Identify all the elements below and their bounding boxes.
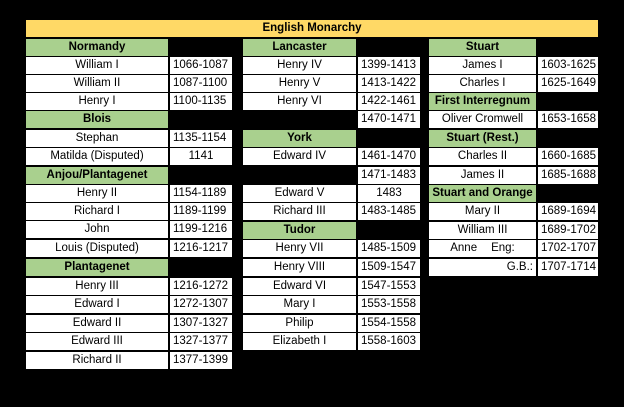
monarch-name: Edward I [26,296,168,313]
monarch-name: Edward IV [243,148,356,165]
reign-years: 1660-1685 [538,148,598,165]
reign-years: 1553-1558 [358,296,420,313]
reign-years: 1199-1216 [170,221,232,238]
reign-years: 1603-1625 [538,57,598,74]
reign-years: 1685-1688 [538,167,598,184]
monarch-name: Charles II [429,148,536,165]
reign-years: 1216-1217 [170,240,232,257]
reign-years: 1707-1714 [538,259,598,276]
reign-years: 1471-1483 [358,167,420,184]
monarch-name: Henry VI [243,93,356,110]
monarch-name: William II [26,75,168,92]
monarch-name: William I [26,57,168,74]
monarch-name: Charles I [429,75,536,92]
monarch-name: Henry II [26,185,168,202]
monarch-name: Henry I [26,93,168,110]
anne-name-cell: Anne Eng: [429,240,536,257]
monarch-name: James I [429,57,536,74]
monarch-name: Edward III [26,333,168,350]
reign-years: 1625-1649 [538,75,598,92]
monarch-name: Henry IV [243,57,356,74]
reign-years: 1141 [170,148,232,165]
monarch-name: William III [429,222,536,239]
header-york: York [243,130,356,147]
reign-years: 1461-1470 [358,148,420,165]
monarch-name: Richard I [26,203,168,220]
reign-years: 1377-1399 [170,352,232,369]
reign-years: 1422-1461 [358,93,420,110]
reign-years: 1272-1307 [170,296,232,313]
gb-label: G.B.: [429,259,536,276]
monarch-name: Philip [243,315,356,332]
header-plantagenet: Plantagenet [26,259,168,276]
reign-years: 1470-1471 [358,111,420,128]
reign-years: 1554-1558 [358,315,420,332]
header-tudor: Tudor [243,222,356,239]
monarch-name: Louis (Disputed) [26,240,168,257]
header-lancaster: Lancaster [243,39,356,56]
monarch-name: Henry VII [243,240,356,257]
monarch-name: John [26,221,168,238]
reign-years: 1413-1422 [358,75,420,92]
monarch-name: Mary I [243,296,356,313]
header-stuart: Stuart [429,39,536,56]
anne-eng-label: Eng: [491,242,515,254]
monarch-name: Edward V [243,185,356,202]
reign-years: 1509-1547 [358,259,420,276]
reign-years: 1100-1135 [170,93,232,110]
monarch-name: Matilda (Disputed) [26,148,168,165]
reign-years: 1558-1603 [358,333,420,350]
reign-years: 1216-1272 [170,278,232,295]
monarch-name: Henry III [26,278,168,295]
header-stuart-rest: Stuart (Rest.) [429,130,536,147]
monarch-name: Oliver Cromwell [429,111,536,128]
table-title: English Monarchy [26,20,598,37]
reign-years: 1189-1199 [170,203,232,220]
reign-years: 1689-1694 [538,203,598,220]
monarch-name: Henry V [243,75,356,92]
reign-years: 1399-1413 [358,57,420,74]
monarch-name: Mary II [429,203,536,220]
monarch-name: James II [429,167,536,184]
reign-years: 1154-1189 [170,185,232,202]
header-first-interregnum: First Interregnum [429,93,536,110]
monarch-name: Richard III [243,203,356,220]
monarch-name: Stephan [26,130,168,147]
reign-years: 1485-1509 [358,240,420,257]
reign-years: 1066-1087 [170,57,232,74]
reign-years: 1087-1100 [170,75,232,92]
monarch-name: Edward II [26,315,168,332]
reign-years: 1547-1553 [358,278,420,295]
header-anjou-plantagenet: Anjou/Plantagenet [26,167,168,184]
monarch-name: Anne [450,242,478,254]
reign-years: 1483 [358,185,420,202]
reign-years: 1307-1327 [170,315,232,332]
reign-years: 1327-1377 [170,333,232,350]
reign-years: 1653-1658 [538,111,598,128]
reign-years: 1483-1485 [358,203,420,220]
reign-years: 1135-1154 [170,130,232,147]
monarch-name: Richard II [26,352,168,369]
monarch-name: Elizabeth I [243,333,356,350]
header-blois: Blois [26,111,168,128]
reign-years: 1702-1707 [538,240,598,257]
header-normandy: Normandy [26,39,168,56]
reign-years: 1689-1702 [538,222,598,239]
header-stuart-and-orange: Stuart and Orange [429,185,536,202]
monarch-name: Edward VI [243,278,356,295]
monarch-name: Henry VIII [243,259,356,276]
